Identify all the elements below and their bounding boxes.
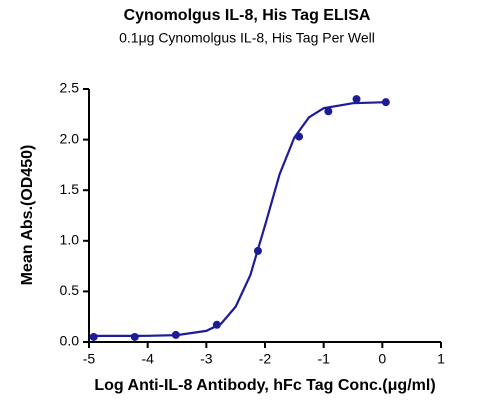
x-tick-label: -1 bbox=[317, 351, 330, 367]
chart-title: Cynomolgus IL-8, His Tag ELISA bbox=[124, 7, 371, 24]
x-tick-label: -3 bbox=[200, 351, 213, 367]
y-tick-label: 1.5 bbox=[60, 181, 80, 197]
x-axis-label: Log Anti-IL-8 Antibody, hFc Tag Conc.(μg… bbox=[94, 377, 435, 394]
x-tick-label: 0 bbox=[378, 351, 386, 367]
data-point bbox=[352, 95, 361, 104]
data-point bbox=[324, 107, 333, 116]
data-point bbox=[130, 332, 139, 341]
y-tick-label: 2.0 bbox=[60, 130, 80, 146]
y-axis-label: Mean Abs.(OD450) bbox=[19, 145, 36, 286]
x-tick-label: -2 bbox=[259, 351, 272, 367]
data-point bbox=[212, 320, 221, 329]
y-tick-label: 2.5 bbox=[60, 80, 80, 96]
data-point bbox=[295, 132, 304, 141]
data-point bbox=[381, 98, 390, 107]
fit-curve bbox=[94, 101, 386, 337]
x-tick-label: 1 bbox=[437, 351, 445, 367]
data-point bbox=[253, 246, 262, 255]
x-tick-label: -5 bbox=[83, 351, 96, 367]
y-tick-label: 0.5 bbox=[60, 282, 80, 298]
y-tick-label: 1.0 bbox=[60, 232, 80, 248]
chart-subtitle: 0.1μg Cynomolgus IL-8, His Tag Per Well bbox=[119, 30, 375, 46]
x-tick-label: -4 bbox=[141, 351, 154, 367]
data-point bbox=[171, 330, 180, 339]
y-tick-label: 0.0 bbox=[60, 333, 80, 349]
data-point bbox=[89, 332, 98, 341]
